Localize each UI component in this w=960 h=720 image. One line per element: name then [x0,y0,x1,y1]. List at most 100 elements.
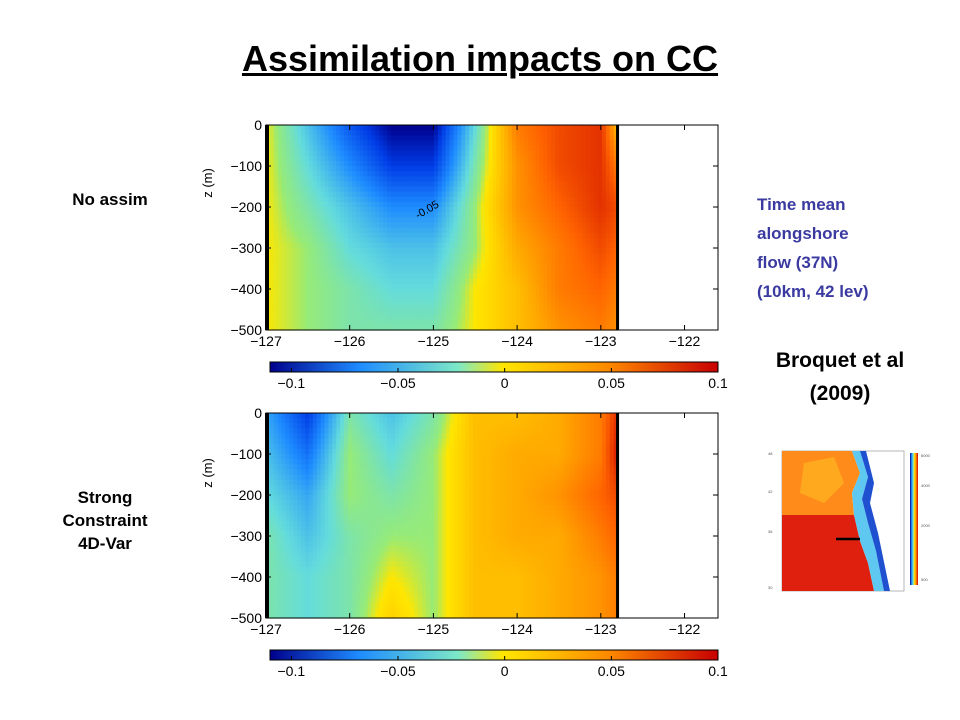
heatmap-cell [613,314,619,321]
heatmap-cell [414,140,419,147]
heatmap-cell [340,479,345,486]
heatmap-cell [406,248,412,254]
heatmap-cell [359,484,365,491]
heatmap-cell [351,191,357,198]
heatmap-cell [539,140,544,147]
heatmap-cell [433,263,439,270]
heatmap-cell [340,299,345,305]
heatmap-cell [383,541,388,547]
heatmap-cell [277,273,283,280]
heatmap-cell [355,171,361,177]
heatmap-cell [473,309,478,316]
heatmap-cell [461,309,466,316]
heatmap-cell [340,171,345,177]
heatmap-cell [437,145,443,152]
heatmap-cell [531,140,537,147]
heatmap-cell [601,176,607,182]
heatmap-cell [558,191,564,198]
heatmap-cell [562,191,568,198]
heatmap-cell [332,160,337,167]
heatmap-cell [320,222,326,229]
heatmap-cell [308,125,314,131]
heatmap-cell [601,253,607,259]
heatmap-cell [308,520,314,527]
heatmap-cell [402,135,408,141]
heatmap-cell [430,160,435,167]
heatmap-cell [586,304,591,311]
heatmap-cell [285,278,291,285]
heatmap-cell [613,232,619,239]
heatmap-cell [433,130,439,136]
heatmap-cell [281,536,287,542]
heatmap-cell [371,428,376,435]
heatmap-cell [461,278,466,285]
heatmap-cell [582,248,587,254]
heatmap-cell [297,459,302,465]
heatmap-cell [605,207,611,213]
heatmap-cell [605,140,611,147]
heatmap-cell [301,495,306,501]
heatmap-cell [551,324,556,331]
heatmap-cell [340,227,345,234]
heatmap-cell [500,150,505,157]
heatmap-cell [594,278,599,285]
heatmap-cell [269,207,275,213]
heatmap-cell [328,253,334,259]
heatmap-cell [594,222,599,229]
heatmap-cell [562,171,568,177]
heatmap-cell [410,314,416,321]
heatmap-cell [328,283,334,290]
heatmap-cell [308,438,314,445]
heatmap-cell [355,474,361,481]
heatmap-cell [305,551,310,558]
heatmap-cell [289,160,294,167]
heatmap-cell [414,253,419,259]
heatmap-cell [308,489,314,496]
heatmap-cell [527,130,533,136]
heatmap-cell [312,150,318,157]
heatmap-cell [336,299,341,305]
heatmap-cell [430,135,435,141]
heatmap-cell [445,268,451,275]
heatmap-cell [277,283,283,290]
heatmap-cell [289,278,294,285]
heatmap-cell [437,314,443,321]
heatmap-cell [519,314,525,321]
heatmap-cell [391,597,396,604]
heatmap-cell [289,294,294,300]
heatmap-cell [578,217,583,223]
heatmap-cell [375,294,380,300]
heatmap-cell [558,304,564,311]
heatmap-cell [426,242,431,249]
heatmap-cell [465,309,470,316]
heatmap-cell [402,289,408,295]
heatmap-cell [523,237,529,244]
heatmap-cell [371,469,376,476]
heatmap-cell [418,319,423,326]
heatmap-cell [285,150,291,157]
heatmap-cell [359,597,365,604]
heatmap-cell [586,140,591,147]
heatmap-cell [277,248,283,254]
heatmap-cell [281,232,287,239]
heatmap-cell [391,525,396,532]
heatmap-cell [293,612,298,619]
heatmap-cell [598,237,603,244]
heatmap-cell [422,289,427,295]
heatmap-cell [406,304,412,311]
heatmap-cell [379,448,384,455]
heatmap-cell [512,196,517,203]
heatmap-cell [391,324,396,331]
heatmap-cell [406,176,412,182]
heatmap-cell [316,587,322,593]
heatmap-cell [613,176,619,182]
heatmap-cell [441,150,447,157]
heatmap-cell [320,283,326,290]
heatmap-cell [433,171,439,177]
heatmap-cell [344,273,349,280]
heatmap-cell [344,324,349,331]
heatmap-cell [273,489,279,496]
heatmap-cell [351,232,357,239]
heatmap-cell [555,140,560,147]
heatmap-cell [379,191,384,198]
